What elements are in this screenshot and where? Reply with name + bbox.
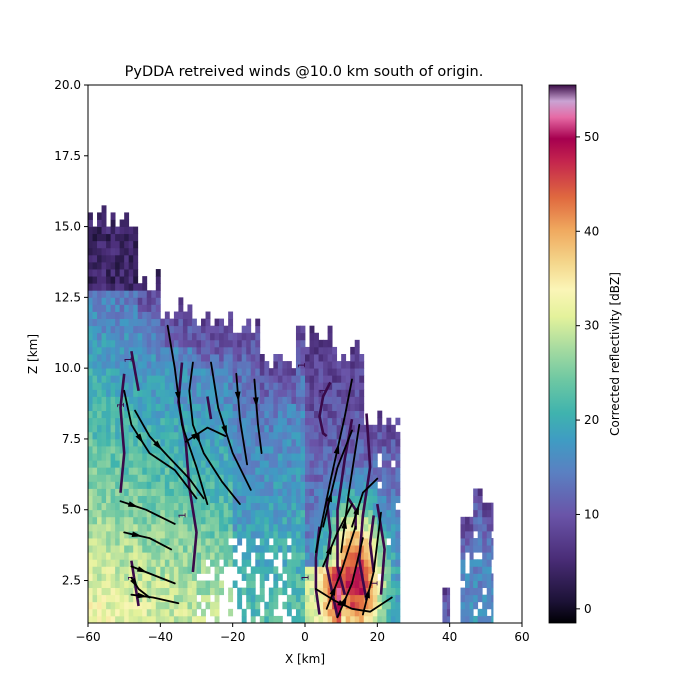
streamline-arrow — [326, 491, 332, 503]
streamline-arrow — [340, 595, 347, 606]
streamline — [336, 537, 364, 619]
velocity-contour — [325, 498, 339, 618]
velocity-contour — [206, 396, 213, 420]
streamline-arrow — [341, 518, 347, 529]
contour-label: 1 — [116, 402, 127, 408]
streamline-arrow — [175, 391, 181, 402]
contour-label: 1 — [123, 357, 134, 363]
x-tick-label: 40 — [442, 630, 457, 644]
x-axis-label: X [km] — [285, 652, 325, 666]
contour-label: 1 — [297, 362, 308, 368]
streamline — [322, 429, 353, 528]
x-tick-label: 20 — [370, 630, 385, 644]
streamline-arrow — [325, 544, 333, 555]
y-tick-label: 15.0 — [54, 220, 81, 234]
streamline — [315, 588, 393, 613]
streamline-arrow — [127, 501, 139, 508]
streamline-arrow — [153, 440, 163, 451]
colorbar-axis: 0 10 20 30 40 50 — [576, 130, 599, 616]
streamline — [340, 423, 361, 554]
y-axis-label: Z [km] — [26, 334, 40, 374]
colorbar-tick-label: 20 — [584, 413, 599, 427]
colorbar-tick-label: 30 — [584, 319, 599, 333]
y-tick-label: 10.0 — [54, 361, 81, 375]
streamline-arrow — [130, 577, 138, 588]
x-tick-label: 60 — [514, 630, 529, 644]
streamline — [253, 378, 263, 454]
streamline-arrow — [353, 504, 360, 516]
streamline — [166, 324, 209, 505]
contour-label: 1 — [319, 388, 330, 394]
colorbar-tick-label: 10 — [584, 507, 599, 521]
contour-label: 1 — [127, 575, 138, 581]
y-tick-label: 5.0 — [62, 503, 81, 517]
contour-label: 1 — [178, 512, 189, 518]
streamline-arrow — [131, 531, 143, 537]
wind-streamlines — [119, 324, 393, 619]
x-tick-label: −60 — [75, 630, 100, 644]
y-axis: 2.5 5.0 7.5 10.0 12.5 15.0 17.5 20.0 — [54, 78, 88, 588]
chart-title: PyDDA retreived winds @10.0 km south of … — [125, 64, 484, 80]
velocity-contour — [119, 373, 126, 493]
x-tick-label: −40 — [148, 630, 173, 644]
contour-label: 1 — [369, 580, 380, 586]
y-tick-label: 20.0 — [54, 78, 81, 92]
x-axis: −60 −40 −20 0 20 40 60 — [75, 623, 530, 644]
colorbar-tick-label: 40 — [584, 224, 599, 238]
streamline — [123, 389, 198, 500]
streamline-arrow — [234, 391, 241, 402]
x-tick-label: −20 — [220, 630, 245, 644]
streamline-arrow — [135, 433, 144, 444]
streamline — [325, 525, 357, 610]
velocity-contour — [130, 350, 140, 392]
streamline — [351, 477, 379, 528]
contour-label: 1 — [301, 575, 312, 581]
streamline-arrow — [364, 587, 370, 599]
x-tick-label: 0 — [301, 630, 309, 644]
streamline-arrow — [136, 566, 148, 573]
y-tick-label: 2.5 — [62, 574, 81, 588]
streamline-arrow — [329, 585, 336, 596]
y-tick-label: 7.5 — [62, 432, 81, 446]
streamline — [322, 503, 353, 568]
streamline-arrow — [252, 397, 259, 408]
colorbar-tick-label: 0 — [584, 602, 592, 616]
streamline — [362, 511, 382, 616]
streamline-arrow — [137, 592, 148, 599]
velocity-contour — [368, 515, 375, 573]
streamline-arrow — [221, 425, 228, 436]
velocity-contour — [358, 413, 372, 601]
streamline-arrow — [191, 431, 202, 440]
velocity-contour — [347, 497, 357, 530]
reflectivity-field — [88, 205, 494, 623]
streamline — [235, 372, 248, 466]
colorbar — [548, 84, 577, 624]
y-tick-label: 17.5 — [54, 149, 81, 163]
y-tick-label: 12.5 — [54, 290, 81, 304]
streamline — [134, 409, 205, 500]
streamline-arrow — [333, 443, 340, 455]
colorbar-tick-label: 50 — [584, 130, 599, 144]
velocity-contour — [318, 381, 332, 438]
colorbar-label: Corrected reflectivity [dBZ] — [608, 272, 622, 436]
